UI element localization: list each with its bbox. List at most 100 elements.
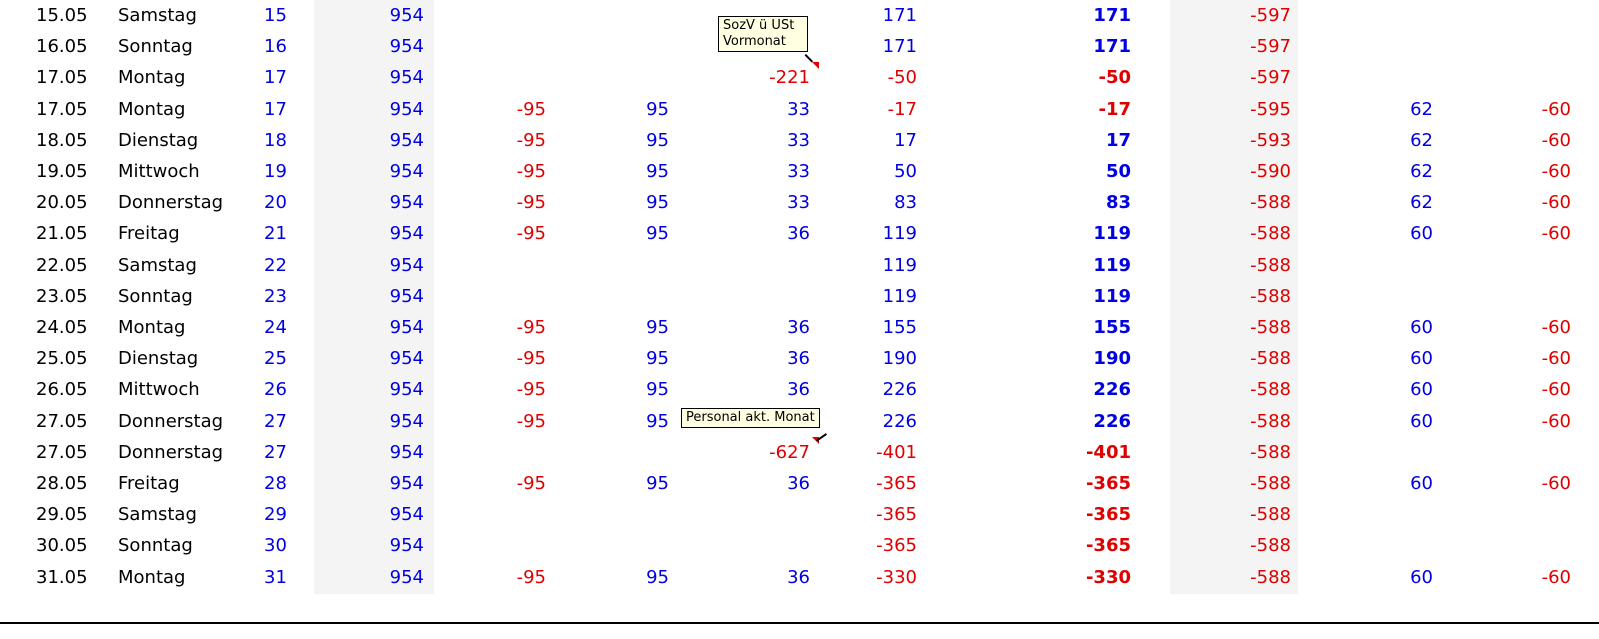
value-cell-i[interactable] [1433,250,1571,281]
value-cell-d[interactable]: 33 [787,129,810,151]
date-cell[interactable]: 25.05 [36,348,88,370]
value-cell-a[interactable]: 954 [389,36,424,58]
date-cell[interactable]: 29.05 [36,504,88,526]
value-cell-i[interactable] [1433,0,1571,31]
value-cell-f[interactable]: -401 [1085,441,1131,463]
value-cell-c[interactable]: 95 [646,566,669,588]
value-cell-e[interactable]: 119 [882,285,917,307]
date-cell[interactable]: 27.05 [36,441,88,463]
value-cell-h[interactable]: 62 [1410,192,1433,214]
value-cell-b[interactable] [424,281,546,312]
value-cell-b[interactable]: -95 [516,129,546,151]
day-number-cell[interactable]: 17 [264,67,287,89]
value-cell-a[interactable]: 954 [389,223,424,245]
value-cell-f[interactable]: -330 [1085,566,1131,588]
value-cell-a[interactable]: 954 [389,535,424,557]
date-cell[interactable]: 19.05 [36,161,88,183]
value-cell-g[interactable]: -588 [1250,348,1291,370]
value-cell-g[interactable]: -588 [1250,566,1291,588]
value-cell-i[interactable]: -60 [1541,348,1571,370]
date-cell[interactable]: 26.05 [36,379,88,401]
value-cell-i[interactable]: -60 [1541,223,1571,245]
value-cell-d[interactable]: 36 [787,348,810,370]
value-cell-e[interactable]: -365 [876,535,917,557]
value-cell-a[interactable]: 954 [389,192,424,214]
value-cell-a[interactable]: 954 [389,161,424,183]
value-cell-i[interactable] [1433,499,1571,530]
date-cell[interactable]: 23.05 [36,285,88,307]
weekday-cell[interactable]: Sonntag [118,285,193,307]
value-cell-h[interactable] [1291,530,1433,561]
value-cell-g[interactable]: -593 [1250,129,1291,151]
value-cell-a[interactable]: 954 [389,254,424,276]
value-cell-a[interactable]: 954 [389,441,424,463]
value-cell-b[interactable] [424,250,546,281]
day-number-cell[interactable]: 24 [264,317,287,339]
value-cell-i[interactable]: -60 [1541,129,1571,151]
value-cell-a[interactable]: 954 [389,285,424,307]
value-cell-f[interactable]: 226 [1093,379,1131,401]
date-cell[interactable]: 28.05 [36,473,88,495]
weekday-cell[interactable]: Donnerstag [118,410,224,432]
value-cell-f[interactable]: 119 [1093,223,1131,245]
day-number-cell[interactable]: 19 [264,161,287,183]
value-cell-d[interactable] [669,281,810,312]
value-cell-g[interactable]: -588 [1250,192,1291,214]
value-cell-b[interactable]: -95 [516,161,546,183]
value-cell-c[interactable] [546,281,669,312]
value-cell-f[interactable]: 171 [1093,5,1131,26]
value-cell-g[interactable]: -588 [1250,317,1291,339]
value-cell-i[interactable]: -60 [1541,379,1571,401]
date-cell[interactable]: 16.05 [36,36,88,58]
value-cell-b[interactable] [424,499,546,530]
weekday-cell[interactable]: Sonntag [118,535,193,557]
value-cell-c[interactable] [546,62,669,93]
date-cell[interactable]: 21.05 [36,223,88,245]
value-cell-e[interactable]: -401 [876,441,917,463]
value-cell-f[interactable]: 119 [1093,285,1131,307]
value-cell-e[interactable]: 83 [894,192,917,214]
value-cell-f[interactable]: -50 [1098,67,1131,89]
weekday-cell[interactable]: Freitag [118,473,180,495]
value-cell-h[interactable] [1291,0,1433,31]
value-cell-a[interactable]: 954 [389,129,424,151]
value-cell-h[interactable] [1291,437,1433,468]
value-cell-e[interactable]: 119 [882,223,917,245]
weekday-cell[interactable]: Mittwoch [118,161,200,183]
value-cell-g[interactable]: -588 [1250,504,1291,526]
value-cell-h[interactable]: 60 [1410,317,1433,339]
date-cell[interactable]: 30.05 [36,535,88,557]
value-cell-i[interactable]: -60 [1541,98,1571,120]
value-cell-c[interactable]: 95 [646,473,669,495]
weekday-cell[interactable]: Samstag [118,504,197,526]
day-number-cell[interactable]: 21 [264,223,287,245]
value-cell-a[interactable]: 954 [389,98,424,120]
value-cell-g[interactable]: -588 [1250,441,1291,463]
value-cell-f[interactable]: 226 [1093,410,1131,432]
day-number-cell[interactable]: 30 [264,535,287,557]
value-cell-c[interactable]: 95 [646,223,669,245]
value-cell-f[interactable]: 190 [1093,348,1131,370]
comment-personal-akt-monat[interactable]: Personal akt. Monat [681,408,820,428]
value-cell-d[interactable]: -627 [769,441,810,463]
day-number-cell[interactable]: 15 [264,5,287,26]
value-cell-c[interactable] [546,250,669,281]
date-cell[interactable]: 31.05 [36,566,88,588]
value-cell-g[interactable]: -590 [1250,161,1291,183]
value-cell-a[interactable]: 954 [389,410,424,432]
value-cell-h[interactable]: 62 [1410,98,1433,120]
value-cell-b[interactable]: -95 [516,473,546,495]
weekday-cell[interactable]: Montag [118,566,186,588]
value-cell-d[interactable]: 33 [787,98,810,120]
weekday-cell[interactable]: Mittwoch [118,379,200,401]
comment-indicator-icon[interactable] [812,62,819,69]
date-cell[interactable]: 20.05 [36,192,88,214]
value-cell-i[interactable]: -60 [1541,192,1571,214]
day-number-cell[interactable]: 23 [264,285,287,307]
value-cell-f[interactable]: 119 [1093,254,1131,276]
value-cell-b[interactable] [424,62,546,93]
value-cell-c[interactable] [546,437,669,468]
value-cell-d[interactable]: 36 [787,223,810,245]
date-cell[interactable]: 24.05 [36,317,88,339]
date-cell[interactable]: 18.05 [36,129,88,151]
